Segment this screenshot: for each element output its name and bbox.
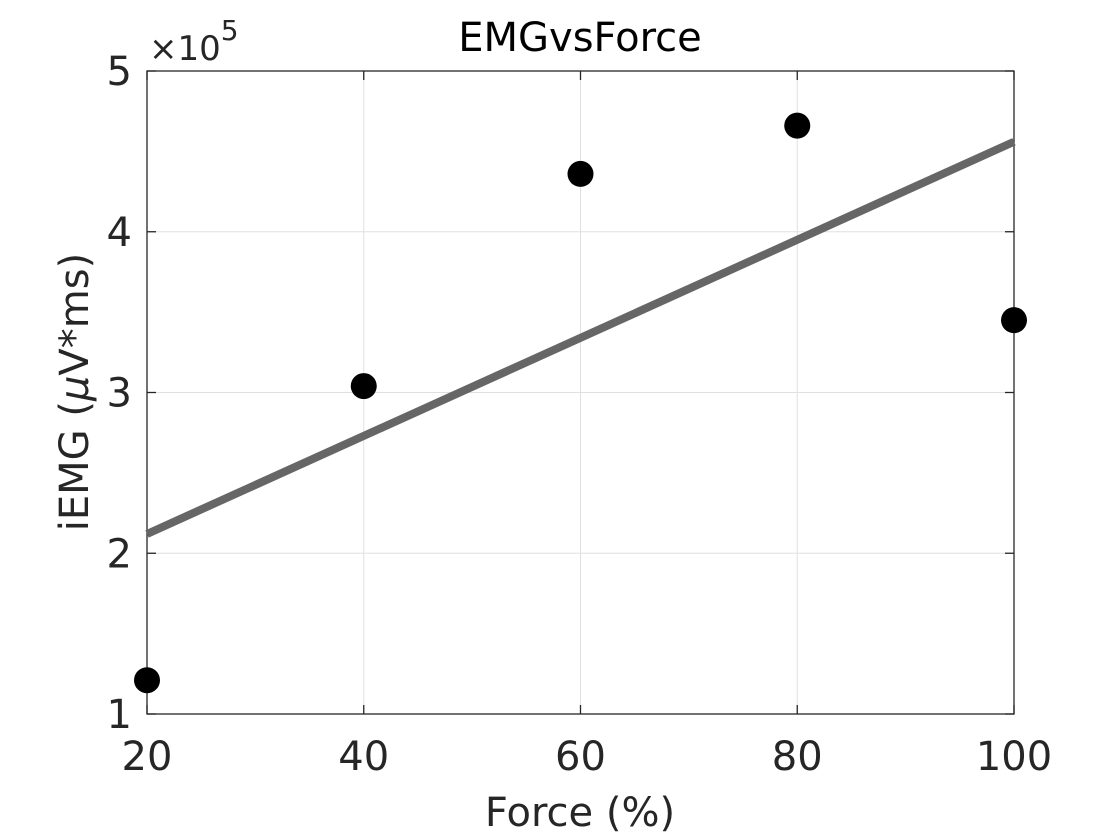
- y-tick-label: 4: [107, 210, 132, 256]
- y-exponent-power: 5: [221, 14, 239, 47]
- x-tick-label: 80: [772, 734, 823, 780]
- x-tick-label: 100: [976, 734, 1052, 780]
- fit-line: [145, 138, 1016, 538]
- y-tick-label: 1: [107, 692, 132, 738]
- data-point: [350, 373, 377, 400]
- y-exponent-base: ×10: [149, 29, 221, 69]
- chart-title: EMGvsForce: [458, 15, 702, 61]
- y-tick-label: 3: [107, 371, 132, 417]
- y-axis-title-prefix: iEMG (: [52, 401, 98, 531]
- y-exponent-label: ×105: [149, 14, 239, 69]
- x-axis-title: Force (%): [485, 790, 675, 836]
- x-tick-label: 40: [338, 734, 389, 780]
- axis-ticks: [146, 70, 1015, 715]
- x-tick-labels: 20 40 60 80 100: [122, 734, 1053, 780]
- x-tick-label: 20: [122, 734, 173, 780]
- data-points-layer: [134, 112, 1027, 694]
- y-tick-labels: 1 2 3 4 5: [107, 49, 132, 738]
- data-point: [784, 112, 811, 139]
- data-point: [1001, 307, 1027, 334]
- y-tick-label: 2: [107, 531, 132, 577]
- fit-line-layer: [145, 138, 1016, 538]
- data-point: [134, 667, 160, 694]
- y-tick-label: 5: [107, 49, 132, 95]
- y-axis-title-suffix: V*ms): [52, 253, 98, 376]
- data-point: [567, 160, 594, 187]
- y-axis-title-symbol: μ: [52, 376, 98, 402]
- x-tick-label: 60: [555, 734, 606, 780]
- y-axis-title: iEMG (μV*ms): [52, 253, 98, 531]
